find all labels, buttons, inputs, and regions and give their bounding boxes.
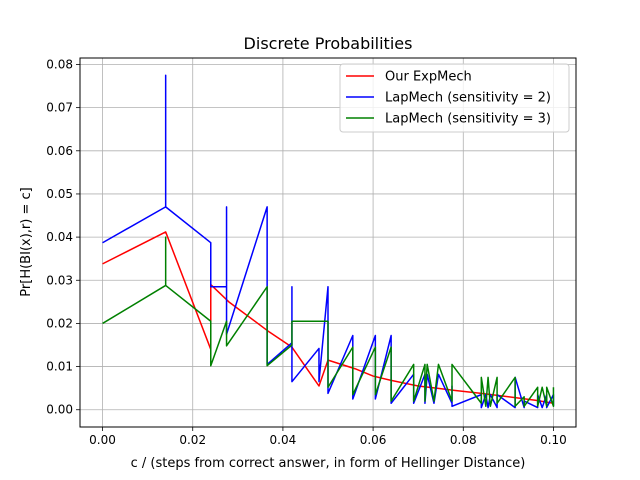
series-lines [102, 74, 555, 409]
x-tick-label: 0.08 [450, 433, 477, 447]
y-tick-label: 0.02 [46, 316, 73, 330]
legend: Our ExpMech LapMech (sensitivity = 2) LapM… [339, 63, 570, 133]
legend-label-1: LapMech (sensitivity = 2) [385, 91, 551, 106]
legend-label-0: Our ExpMech [385, 70, 472, 85]
y-tick-label: 0.04 [46, 230, 73, 244]
legend-frame [339, 63, 570, 133]
chart-title: Discrete Probabilities [244, 34, 413, 53]
y-tick-label: 0.01 [46, 360, 73, 374]
x-axis-label: c / (steps from correct answer, in form … [131, 456, 526, 471]
x-tick-label: 0.06 [360, 433, 387, 447]
y-tick-label: 0.07 [46, 101, 73, 115]
y-axis-ticks: 0.00 0.01 0.02 0.03 0.04 0.05 0.06 0.07 0.08 [46, 57, 80, 417]
y-tick-label: 0.08 [46, 57, 73, 71]
x-tick-label: 0.10 [540, 433, 567, 447]
x-tick-label: 0.00 [89, 433, 116, 447]
y-tick-label: 0.00 [46, 403, 73, 417]
y-tick-label: 0.05 [46, 187, 73, 201]
y-tick-label: 0.03 [46, 273, 73, 287]
x-tick-label: 0.02 [179, 433, 206, 447]
x-axis-ticks: 0.00 0.02 0.04 0.06 0.08 0.10 [89, 427, 567, 447]
legend-label-2: LapMech (sensitivity = 3) [385, 112, 551, 127]
y-axis-label: Pr[H(BI(x),r) = c] [19, 187, 34, 296]
plot-frame [79, 57, 577, 428]
y-tick-label: 0.06 [46, 144, 73, 158]
grid-lines [80, 58, 576, 427]
series-line-2 [102, 236, 555, 408]
x-tick-label: 0.04 [270, 433, 297, 447]
series-line-1 [102, 74, 555, 409]
